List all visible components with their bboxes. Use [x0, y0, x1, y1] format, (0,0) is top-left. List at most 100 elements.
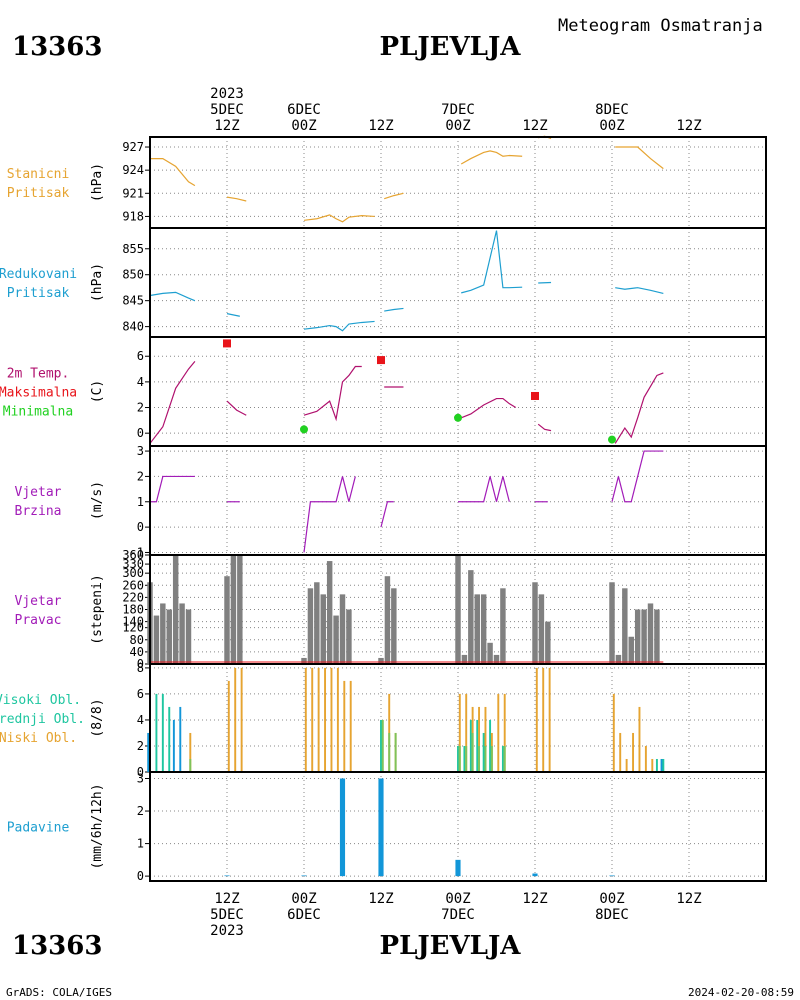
bar-clouds: [489, 719, 492, 772]
y-tick-label: 855: [122, 242, 144, 256]
bar-precipitation: [378, 778, 384, 877]
bar-clouds: [336, 667, 339, 772]
bar-wind_direction: [391, 588, 397, 664]
meteogram-title: Meteogram Osmatranja: [558, 16, 763, 36]
panel-label: Niski Obl.: [0, 731, 77, 746]
y-tick-label: 0: [137, 869, 144, 883]
series-line-pressure_station: [150, 157, 196, 187]
bar-clouds: [662, 758, 665, 772]
bar-wind_direction: [160, 603, 166, 664]
panel-wind_speed: -1 0 1 2 3 (m/s) Vjetar Brzina: [15, 444, 767, 559]
y-tick-label: 120: [122, 621, 144, 635]
bar-wind_direction: [647, 603, 654, 664]
bar-clouds: [155, 693, 158, 772]
y-axis-label: (mm/6h/12h): [90, 783, 105, 869]
y-tick-label: 840: [122, 320, 144, 334]
bar-wind_direction: [480, 594, 487, 664]
bar-clouds: [476, 719, 479, 772]
panel-label: Srednji Obl.: [0, 712, 85, 727]
y-tick-label: 845: [122, 294, 144, 308]
y-tick-label: -1: [130, 545, 144, 559]
y-tick-label: 3: [137, 772, 144, 786]
time-tick-label: 12Z: [368, 891, 393, 907]
panel-label: Minimalna: [3, 405, 73, 420]
bar-wind_direction: [493, 654, 500, 664]
series-line-temperature: [149, 360, 196, 444]
bar-clouds: [343, 680, 346, 772]
panel-label: Pravac: [15, 613, 62, 628]
bar-clouds: [227, 680, 230, 772]
bar-clouds: [484, 745, 487, 772]
credit-text: GrADS: COLA/IGES: [6, 986, 112, 999]
panel-label: Padavine: [7, 821, 70, 836]
bar-wind_direction: [455, 555, 461, 664]
y-tick-label: 300: [122, 566, 144, 580]
panels: 918921924927(hPa)StanicniPritisak8408458…: [0, 135, 767, 883]
bar-clouds: [465, 693, 468, 772]
time-tick-label: 00Z: [445, 118, 470, 134]
bar-clouds: [457, 745, 459, 772]
bar-wind_direction: [153, 615, 160, 664]
bar-wind_direction: [166, 609, 172, 664]
y-tick-label: 3: [137, 444, 144, 458]
bar-wind_direction: [487, 642, 493, 664]
bar-clouds: [548, 667, 551, 772]
time-tick-label: 8DEC: [595, 102, 629, 118]
y-tick-label: 2: [137, 469, 144, 483]
bar-wind_direction: [538, 594, 545, 664]
y-tick-label: 6: [137, 687, 144, 701]
y-tick-label: 0: [137, 520, 144, 534]
bar-clouds: [619, 732, 622, 772]
bar-wind_direction: [346, 609, 352, 664]
y-axis-label: (8/8): [90, 698, 105, 737]
y-tick-label: 924: [122, 163, 144, 177]
series-line-pressure_reduced: [226, 313, 240, 317]
y-tick-label: 1: [137, 495, 144, 509]
bar-clouds: [471, 732, 474, 772]
bar-wind_direction: [654, 609, 660, 664]
bar-wind_direction: [628, 636, 634, 664]
series-line-pressure_reduced: [615, 287, 664, 294]
panel-label: Redukovani: [0, 267, 77, 282]
panel-label: Pritisak: [7, 286, 70, 301]
bar-clouds: [644, 745, 647, 772]
bar-wind_direction: [230, 555, 237, 664]
bar-clouds: [189, 758, 192, 772]
bar-clouds: [465, 745, 468, 772]
y-tick-label: 918: [122, 209, 144, 223]
bar-clouds: [503, 745, 506, 772]
bar-precipitation: [609, 875, 615, 877]
bar-clouds: [388, 732, 391, 772]
bar-clouds: [317, 667, 320, 772]
bar-wind_direction: [333, 615, 339, 664]
y-tick-label: 2: [137, 739, 144, 753]
bar-clouds: [463, 745, 466, 772]
series-line-temperature: [460, 397, 517, 419]
series-line-temperature: [303, 365, 362, 422]
temp-min-marker: [608, 435, 616, 444]
time-tick-label: 00Z: [599, 891, 624, 907]
bar-clouds: [189, 732, 192, 772]
series-line-pressure_station: [226, 196, 247, 202]
panel-pressure_reduced: 840 845 850 855 (hPa) Redukovani Pritisak: [0, 227, 767, 338]
time-tick-label: 5DEC: [210, 907, 244, 923]
series-line-wind_speed: [150, 475, 195, 503]
bar-wind_direction: [545, 621, 551, 664]
time-tick-label: 12Z: [214, 891, 239, 907]
y-tick-label: 0: [137, 426, 144, 440]
series-line-wind_speed: [611, 450, 664, 503]
bar-wind_direction: [532, 582, 538, 664]
bar-clouds: [161, 693, 164, 772]
panel-frame: [149, 771, 767, 882]
time-tick-label: 12Z: [214, 118, 239, 134]
y-axis-label: (m/s): [90, 481, 105, 520]
bar-clouds: [490, 745, 493, 772]
bar-wind_direction: [237, 555, 243, 664]
bar-clouds: [234, 667, 237, 772]
bar-wind_direction: [468, 570, 474, 664]
y-tick-label: 220: [122, 590, 144, 604]
bar-wind_direction: [339, 594, 346, 664]
bar-wind_direction: [326, 561, 333, 664]
series-line-temperature: [226, 400, 247, 416]
